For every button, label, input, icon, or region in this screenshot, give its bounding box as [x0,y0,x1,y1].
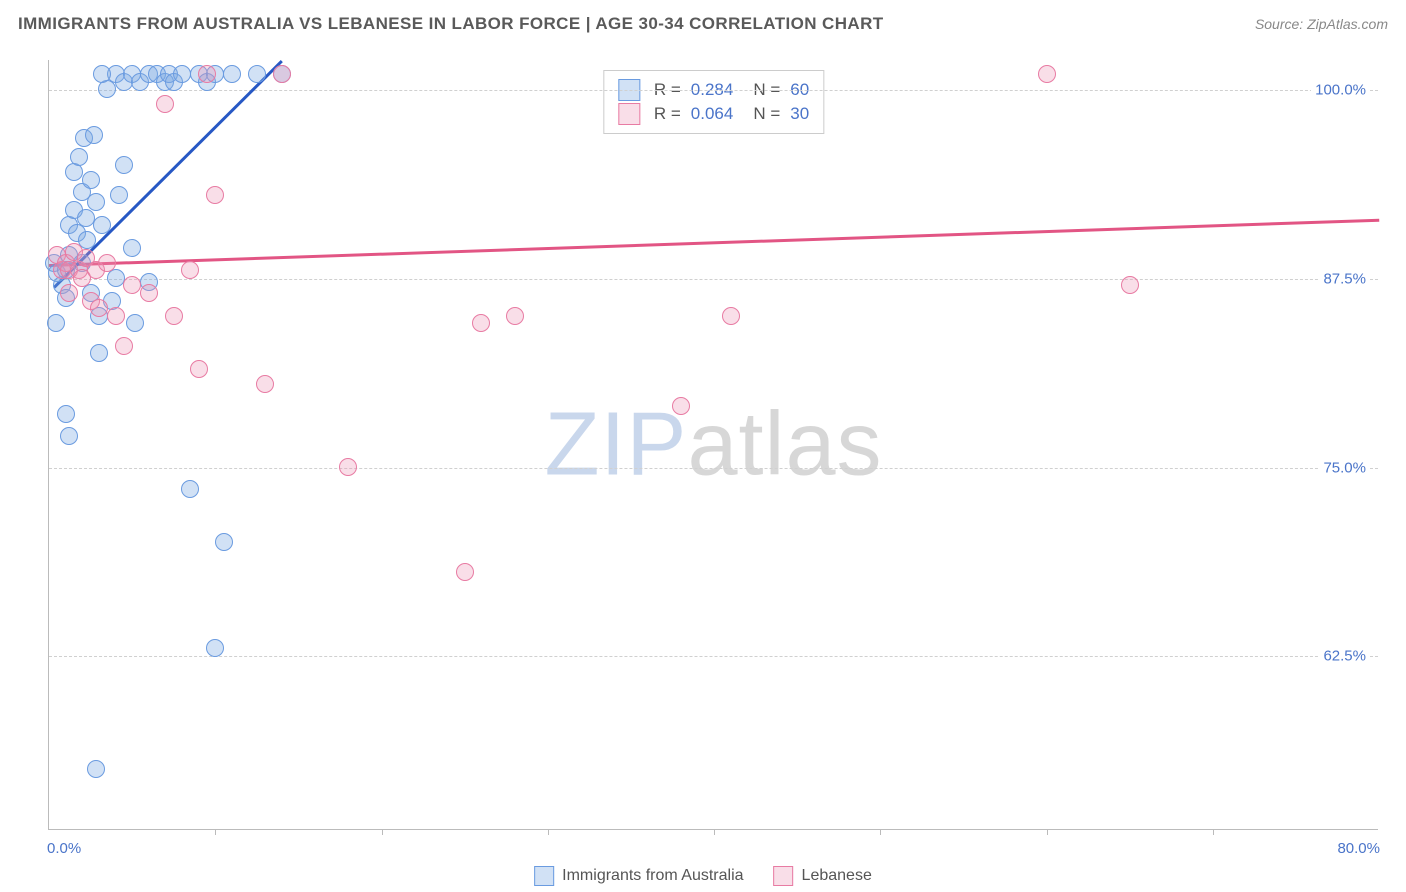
data-point [60,284,78,302]
data-point [173,65,191,83]
data-point [60,427,78,445]
data-point [115,337,133,355]
chart-title: IMMIGRANTS FROM AUSTRALIA VS LEBANESE IN… [18,14,884,34]
data-point [77,209,95,227]
gridline [49,468,1378,469]
data-point [87,760,105,778]
data-point [181,480,199,498]
gridline [49,656,1378,657]
watermark-atlas: atlas [687,394,882,494]
data-point [140,284,158,302]
data-point [110,186,128,204]
data-point [165,307,183,325]
data-point [90,299,108,317]
y-tick-label: 100.0% [1311,82,1370,99]
data-point [123,239,141,257]
data-point [672,397,690,415]
chart-container: In Labor Force | Age 30-34 ZIPatlas R = … [0,50,1406,892]
swatch-a-icon [534,866,554,886]
data-point [156,95,174,113]
data-point [93,216,111,234]
data-point [70,148,88,166]
source-label: Source: ZipAtlas.com [1255,16,1388,32]
y-tick-label: 75.0% [1319,459,1370,476]
x-tick [880,829,881,835]
data-point [93,65,111,83]
x-tick [548,829,549,835]
data-point [98,254,116,272]
x-tick [215,829,216,835]
y-tick-label: 62.5% [1319,648,1370,665]
legend-label-a: Immigrants from Australia [562,867,743,885]
data-point [107,307,125,325]
correlation-legend: R = 0.284 N = 60 R = 0.064 N = 30 [603,70,824,134]
data-point [198,65,216,83]
data-point [107,269,125,287]
data-point [87,193,105,211]
data-point [248,65,266,83]
data-point [256,375,274,393]
y-tick-label: 87.5% [1319,270,1370,287]
watermark: ZIPatlas [544,393,882,496]
data-point [456,563,474,581]
legend-row-b: R = 0.064 N = 30 [618,103,809,125]
gridline [49,279,1378,280]
data-point [82,171,100,189]
data-point [339,458,357,476]
watermark-zip: ZIP [544,394,687,494]
legend-n-b: 30 [790,104,809,124]
x-tick [1213,829,1214,835]
data-point [90,344,108,362]
data-point [206,639,224,657]
data-point [85,126,103,144]
legend-label-b: Lebanese [802,867,872,885]
plot-area: ZIPatlas R = 0.284 N = 60 R = 0.064 N = … [48,60,1378,830]
data-point [722,307,740,325]
data-point [47,314,65,332]
swatch-b-icon [618,103,640,125]
data-point [126,314,144,332]
data-point [472,314,490,332]
legend-n-label: N = [753,104,780,124]
data-point [1038,65,1056,83]
data-point [273,65,291,83]
data-point [57,405,75,423]
trend-line [49,219,1379,267]
x-tick [382,829,383,835]
legend-r-b: 0.064 [691,104,734,124]
data-point [506,307,524,325]
data-point [123,276,141,294]
x-min-label: 0.0% [47,840,81,857]
data-point [215,533,233,551]
x-tick [714,829,715,835]
data-point [190,360,208,378]
data-point [1121,276,1139,294]
x-max-label: 80.0% [1337,840,1380,857]
swatch-b-icon [774,866,794,886]
data-point [115,156,133,174]
legend-r-label: R = [654,104,681,124]
data-point [223,65,241,83]
series-legend: Immigrants from Australia Lebanese [534,866,872,886]
x-tick [1047,829,1048,835]
data-point [181,261,199,279]
data-point [206,186,224,204]
